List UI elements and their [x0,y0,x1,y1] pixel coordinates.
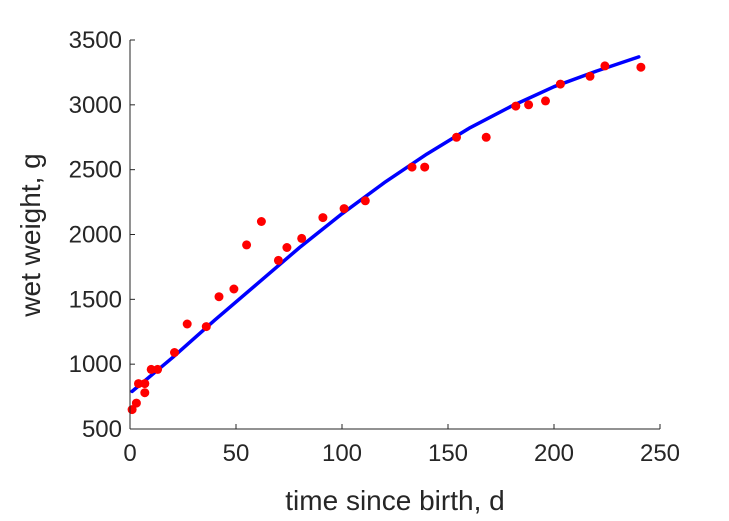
x-tick-label-1: 50 [223,440,250,467]
data-point-12 [242,240,252,250]
y-tick-label-3: 2000 [69,222,122,249]
x-tick-label-2: 100 [322,440,362,467]
data-point-16 [297,233,307,243]
data-point-8 [182,319,192,329]
axis-ticks: 0 50 100 150 200 250 500 1000 1500 2000 2500 3000 35… [69,27,680,467]
plot-area [127,55,646,415]
y-tick-label-1: 1000 [69,351,122,378]
data-point-30 [636,62,646,72]
data-point-21 [420,162,430,172]
y-tick-label-4: 2500 [69,157,122,184]
data-point-25 [524,100,534,110]
data-point-10 [214,292,224,302]
y-tick-label-5: 3000 [69,92,122,119]
y-axis-label: wet weight, g [15,153,46,317]
y-tick-label-2: 1500 [69,286,122,313]
data-point-22 [452,132,461,142]
data-point-13 [256,217,266,226]
data-point-9 [201,322,211,332]
data-point-4 [140,388,150,398]
fit-line [130,55,641,394]
data-point-20 [407,162,417,172]
data-point-23 [481,132,491,142]
x-tick-label-0: 0 [123,440,136,467]
data-point-6 [153,364,163,374]
data-point-1 [131,398,141,408]
data-point-29 [600,61,610,71]
data-point-18 [339,204,349,214]
data-point-27 [555,79,565,89]
y-tick-label-6: 3500 [69,27,122,54]
data-point-14 [273,255,283,265]
data-point-28 [585,71,595,81]
data-point-19 [360,196,370,206]
y-tick-label-0: 500 [82,416,122,443]
data-point-7 [170,348,179,357]
data-point-3 [140,379,150,389]
x-tick-label-3: 150 [428,440,468,467]
x-tick-label-5: 250 [640,440,680,467]
x-tick-label-4: 200 [534,440,574,467]
data-point-24 [511,101,521,111]
data-point-11 [229,284,239,294]
data-point-26 [541,96,550,106]
data-point-5 [146,364,156,374]
data-point-17 [318,213,328,223]
x-axis-label: time since birth, d [285,485,504,516]
data-point-2 [134,379,143,389]
data-point-15 [282,243,292,252]
